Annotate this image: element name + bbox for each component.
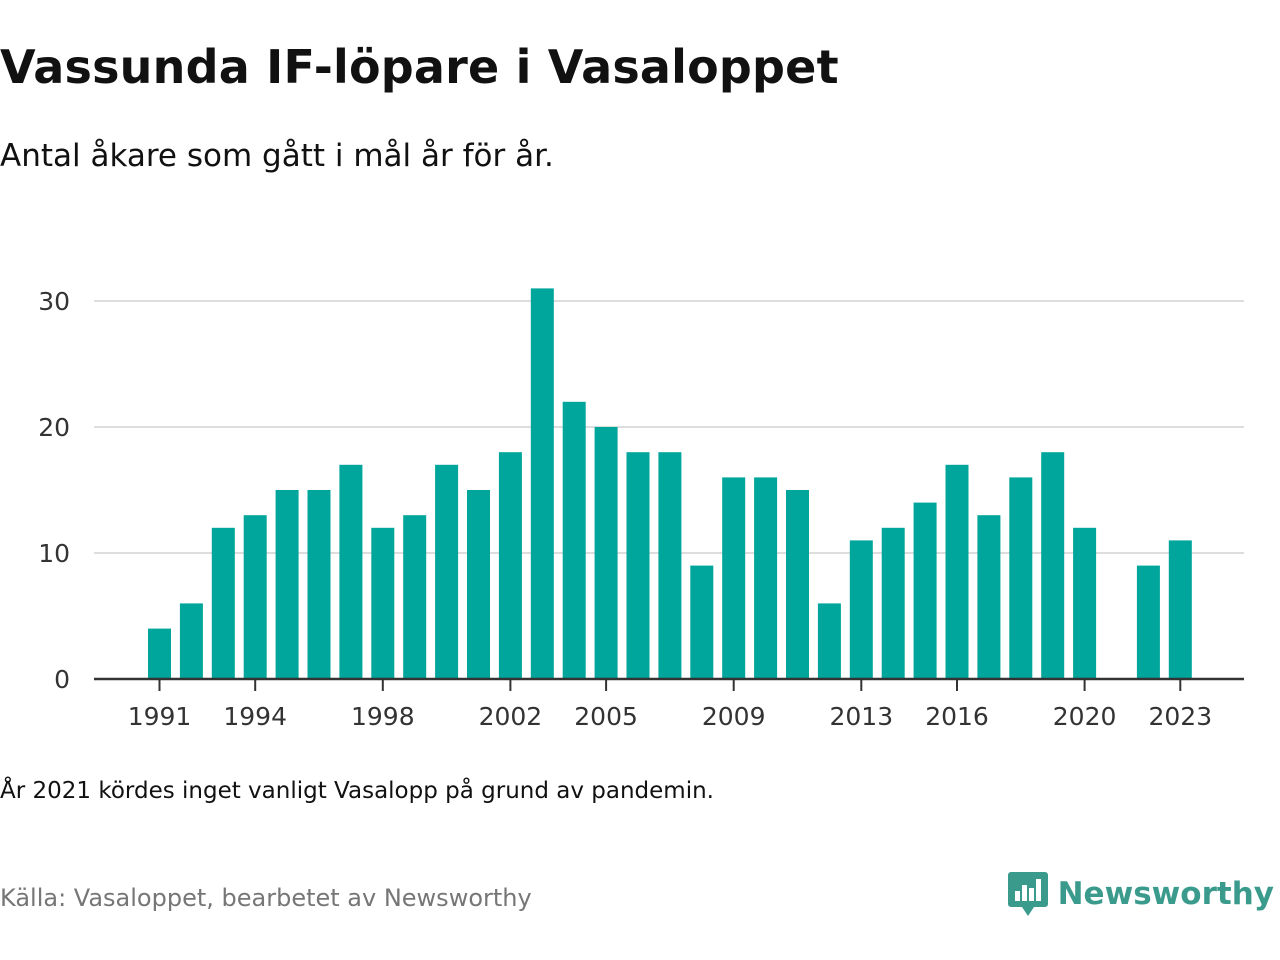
brand-name: Newsworthy <box>1057 876 1274 912</box>
bar <box>1009 477 1033 679</box>
bar <box>881 527 905 679</box>
bar <box>371 527 395 679</box>
bar <box>562 401 586 679</box>
bar <box>179 603 203 679</box>
bar <box>594 427 618 679</box>
bar <box>1136 565 1160 679</box>
bar <box>307 490 331 679</box>
bar <box>403 515 427 679</box>
x-tick-label: 2020 <box>1053 702 1117 730</box>
bar <box>849 540 873 679</box>
bar <box>211 527 235 679</box>
chart-title: Vassunda IF-löpare i Vasaloppet <box>0 40 839 94</box>
bar <box>498 452 522 679</box>
bar <box>722 477 746 679</box>
bar <box>148 628 171 679</box>
source-credit: Källa: Vasaloppet, bearbetet av Newswort… <box>0 884 532 912</box>
bar <box>658 452 682 679</box>
y-tick-label: 30 <box>38 287 70 316</box>
bar-chart: 0 10 20 30 1991 1994 1998 2002 2005 2009 2013 2016 2… <box>38 287 1244 730</box>
x-tick-label: 1991 <box>128 702 192 730</box>
y-tick-label: 10 <box>38 539 70 568</box>
y-tick-label: 20 <box>38 413 70 442</box>
newsworthy-logo[interactable]: Newsworthy <box>1007 868 1274 920</box>
bar <box>977 515 1001 679</box>
bar <box>817 603 841 679</box>
bar <box>626 452 650 679</box>
y-tick-label: 0 <box>54 665 70 694</box>
bar <box>1168 540 1192 679</box>
bar <box>945 464 969 679</box>
bar <box>690 565 714 679</box>
x-tick-label: 2009 <box>702 702 766 730</box>
bar <box>275 490 299 679</box>
x-tick-label: 2005 <box>574 702 638 730</box>
bar <box>435 464 459 679</box>
x-tick-label: 2013 <box>829 702 893 730</box>
chart-note: År 2021 kördes inget vanligt Vasalopp på… <box>0 778 714 804</box>
bar <box>786 490 809 679</box>
chart-subtitle: Antal åkare som gått i mål år för år. <box>0 138 554 174</box>
x-tick-label: 1998 <box>351 702 415 730</box>
bar <box>1041 452 1065 679</box>
bar <box>530 288 554 679</box>
bar <box>467 490 490 679</box>
x-tick-label: 2002 <box>479 702 543 730</box>
bar <box>754 477 778 679</box>
newsworthy-logo-icon <box>1007 872 1048 916</box>
x-tick-label: 2016 <box>925 702 989 730</box>
x-tick-label: 2023 <box>1148 702 1212 730</box>
bar <box>339 464 363 679</box>
bar <box>1073 527 1097 679</box>
bar <box>913 502 937 679</box>
x-tick-label: 1994 <box>223 702 287 730</box>
bar <box>243 515 267 679</box>
